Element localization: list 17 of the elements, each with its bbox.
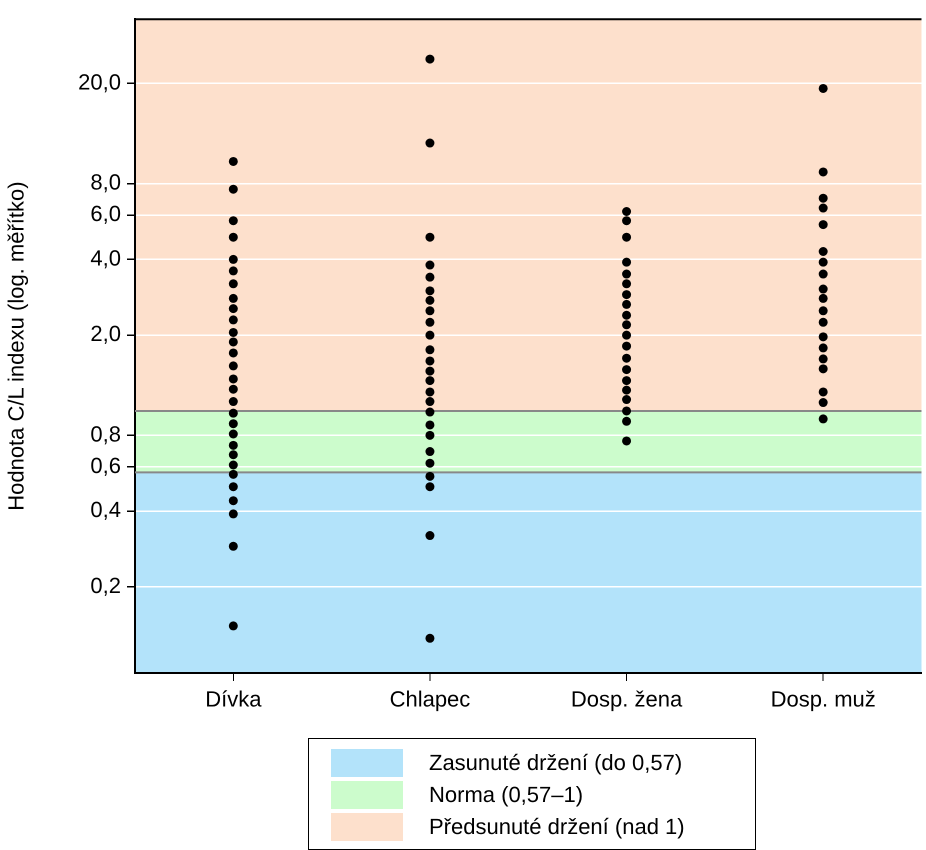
y-tick-label: 0,4 (90, 497, 121, 522)
y-tick-label: 0,8 (90, 421, 121, 446)
y-axis-title: Hodnota C/L indexu (log. měřítko) (3, 181, 28, 511)
y-tick-label: 2,0 (90, 321, 121, 346)
x-tick-label: Dosp. muž (770, 686, 876, 712)
y-tick-label: 0,6 (90, 452, 121, 478)
y-tick-label: 6,0 (90, 201, 121, 226)
legend-label: Norma (0,57–1) (429, 782, 584, 808)
legend-label: Zasunuté držení (do 0,57) (429, 750, 682, 776)
legend-label: Předsunuté držení (nad 1) (429, 814, 685, 840)
x-tick-label: Dosp. žena (570, 686, 683, 712)
y-tick-label: 4,0 (90, 245, 121, 270)
y-tick-label: 8,0 (90, 170, 121, 195)
y-tick-label: 0,2 (90, 572, 121, 598)
x-tick-label: Dívka (205, 686, 262, 712)
y-tick-label: 20,0 (78, 70, 121, 95)
x-tick-label: Chlapec (390, 686, 470, 712)
